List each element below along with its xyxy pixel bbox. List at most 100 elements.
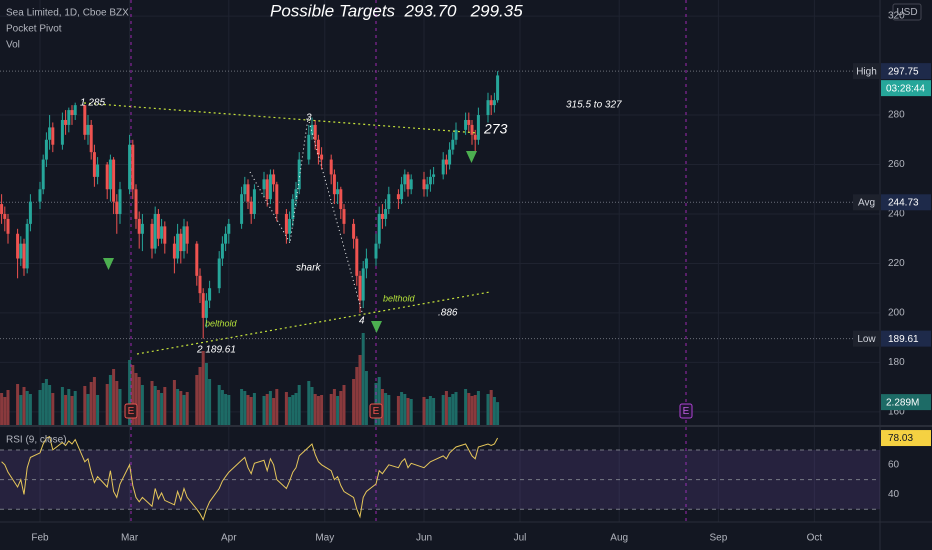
earnings-marker[interactable]: [679, 403, 693, 419]
currency: USD: [896, 7, 917, 18]
candle-body: [451, 139, 455, 150]
candle-body: [403, 174, 407, 185]
volume-bar: [204, 363, 208, 425]
volume-bar: [329, 394, 333, 425]
candle-body: [83, 105, 87, 135]
volume-bar: [358, 355, 362, 425]
candle-body: [41, 159, 45, 190]
candle-body: [252, 189, 256, 214]
candle-body: [384, 209, 388, 219]
candle-body: [198, 275, 202, 294]
indicator-label: Pocket Pivot: [6, 24, 62, 35]
candle-body: [153, 213, 157, 249]
volume-bar: [464, 389, 468, 425]
candle-body: [105, 164, 109, 190]
annotation: Possible Targets 293.70 299.35: [270, 1, 523, 20]
candle-body: [265, 179, 269, 200]
currency-box[interactable]: [892, 3, 922, 21]
volume-bar: [64, 395, 68, 425]
y-tick-label: 260: [888, 159, 905, 170]
candle-body: [220, 243, 224, 259]
earnings-marker[interactable]: [369, 403, 383, 419]
candle-body: [310, 124, 314, 135]
candle-body: [294, 189, 298, 200]
candle-body: [409, 179, 413, 190]
volume-bar: [140, 385, 144, 425]
y-tick-label: 280: [888, 110, 905, 121]
x-tick-label: Sep: [710, 533, 728, 544]
candle-body: [208, 288, 212, 301]
pivot-marker: [103, 258, 114, 270]
countdown-box: [881, 80, 931, 97]
candle-body: [464, 119, 468, 130]
y-tick-label: 200: [888, 308, 905, 319]
candle-body: [476, 115, 480, 140]
candle-body: [288, 218, 292, 234]
x-tick-label: Jun: [416, 533, 432, 544]
volume-bar: [118, 389, 122, 425]
earnings-label: E: [683, 406, 690, 417]
candle-body: [496, 75, 500, 101]
x-tick-label: Aug: [610, 533, 628, 544]
volume-bar: [131, 365, 135, 425]
volume-bar: [217, 385, 221, 425]
earnings-marker[interactable]: [124, 403, 138, 419]
volume-bar: [262, 396, 266, 425]
volume-bar: [70, 396, 74, 425]
volume-bar: [41, 383, 45, 425]
volume-bar: [83, 386, 87, 425]
candle-body: [352, 223, 356, 239]
candle-body: [275, 184, 279, 214]
volume-bar: [310, 387, 314, 425]
volume-bar: [265, 394, 269, 425]
annotation: 315.5 to 327: [566, 100, 622, 111]
candle-body: [118, 189, 122, 214]
volume-bar: [476, 391, 480, 425]
candle-body: [112, 159, 116, 202]
level-name: High: [856, 66, 877, 77]
volume-bar: [201, 351, 205, 425]
annotation: belthold: [205, 318, 238, 328]
candle-body: [48, 127, 52, 140]
volume-bar: [105, 384, 109, 425]
candle-body: [160, 226, 164, 239]
candle-body: [387, 194, 391, 210]
candle-body: [195, 243, 199, 276]
volume-bar: [396, 396, 400, 425]
candle-body: [73, 105, 77, 116]
candle-body: [172, 243, 176, 259]
candle-body: [137, 218, 141, 234]
candle-body: [467, 119, 471, 125]
volume-bar: [96, 395, 100, 425]
volume-bar: [176, 389, 180, 425]
volume-bar: [19, 395, 23, 425]
candle-body: [396, 194, 400, 200]
candle-body: [64, 119, 68, 125]
volume-bar: [150, 381, 154, 425]
volume-bar: [428, 396, 432, 425]
candle-body: [329, 159, 333, 175]
level-value: 297.75: [888, 66, 919, 77]
candle-body: [297, 159, 301, 190]
candle-body: [339, 189, 343, 210]
candle-body: [406, 174, 410, 190]
candle-body: [185, 226, 189, 244]
candle-body: [108, 159, 112, 190]
volume-bar: [128, 360, 132, 425]
volume-bar: [294, 393, 298, 425]
candle-body: [19, 243, 23, 259]
volume-bar: [444, 391, 448, 425]
volume-bar: [355, 367, 359, 425]
candle-body: [204, 300, 208, 318]
candle-body: [38, 189, 42, 202]
volume-bar: [467, 393, 471, 425]
volume-bar: [22, 387, 26, 425]
candle-body: [150, 223, 154, 249]
candle-body: [0, 204, 4, 214]
volume-bar: [384, 393, 388, 425]
volume-bar: [307, 381, 311, 425]
volume-bar: [224, 394, 228, 425]
candle-body: [400, 184, 404, 200]
volume-bar: [486, 394, 490, 425]
candle-body: [70, 110, 74, 116]
